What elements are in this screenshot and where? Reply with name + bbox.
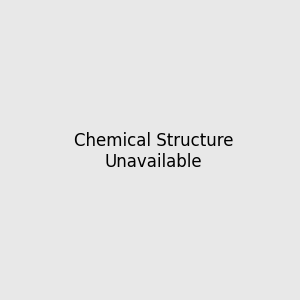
Text: Chemical Structure
Unavailable: Chemical Structure Unavailable [74,132,233,171]
